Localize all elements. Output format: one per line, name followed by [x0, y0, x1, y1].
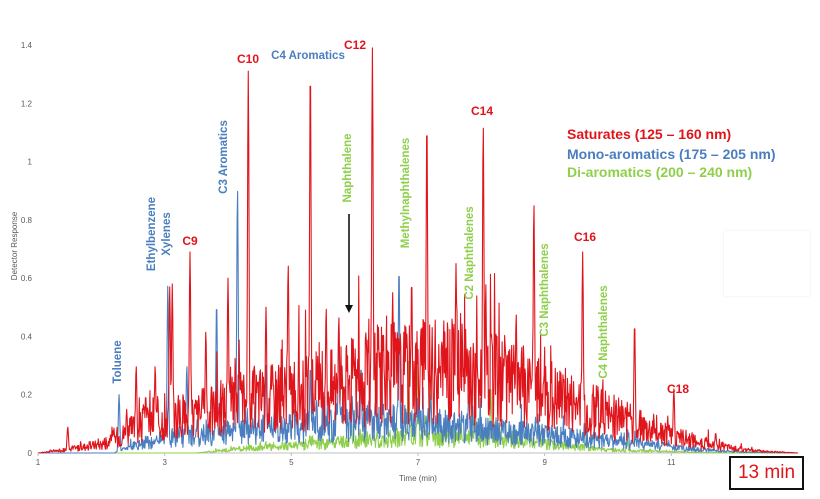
legend-entry: Mono-aromatics (175 – 205 nm)	[567, 146, 776, 162]
annotation-label: C10	[237, 52, 259, 66]
tick-labels: 0 0.2 0.4 0.6 0.8 1 1.2 1.4 1 3 5 7 9 11	[21, 41, 676, 467]
series-line-saturates	[37, 47, 799, 454]
annotation-label: C3 Naphthalenes	[539, 243, 551, 336]
annotation-label: C2 Naphthalenes	[464, 206, 476, 299]
annotation-label: Toluene	[112, 340, 124, 383]
annotation-label: C18	[667, 382, 689, 396]
y-tick-label: 0.2	[21, 391, 33, 400]
y-tick-label: 0.8	[21, 216, 33, 225]
annotation-label: Xylenes	[161, 212, 173, 255]
annotation-label: C12	[344, 38, 366, 52]
x-tick-label: 7	[416, 458, 421, 467]
x-tick-label: 9	[542, 458, 547, 467]
x-tick-label: 5	[289, 458, 294, 467]
legend-entry: Di-aromatics (200 – 240 nm)	[567, 164, 752, 180]
x-tick-label: 3	[162, 458, 167, 467]
y-tick-label: 0	[28, 449, 33, 458]
annotation-label: C3 Aromatics	[218, 120, 230, 194]
y-tick-label: 1.4	[21, 41, 33, 50]
annotation-label: C4 Aromatics	[271, 50, 345, 62]
y-tick-label: 1.2	[21, 99, 33, 108]
annotation-label: C16	[574, 230, 596, 244]
y-tick-label: 0.4	[21, 332, 33, 341]
arrow-head-icon	[345, 305, 353, 313]
x-tick-label: 11	[667, 458, 676, 467]
x-axis-title: Time (min)	[399, 474, 437, 483]
y-tick-label: 1	[28, 158, 33, 167]
y-tick-label: 0.6	[21, 274, 33, 283]
annotation-label: C4 Naphthalenes	[598, 285, 610, 378]
blank-box	[724, 231, 810, 296]
annotation-label: Naphthalene	[342, 133, 354, 202]
annotation-label: C9	[182, 234, 198, 248]
x-tick-label: 1	[36, 458, 41, 467]
annotation-label: Methylnaphthalenes	[400, 138, 412, 249]
y-axis-title: Detector Response	[10, 211, 19, 280]
annotation-label: Ethylbenzene	[146, 197, 158, 271]
annotation-label: C14	[471, 104, 493, 118]
legend-entry: Saturates (125 – 160 nm)	[567, 126, 731, 142]
legend: Saturates (125 – 160 nm) Mono-aromatics (…	[567, 126, 776, 180]
time-badge: 13 min	[729, 456, 804, 490]
